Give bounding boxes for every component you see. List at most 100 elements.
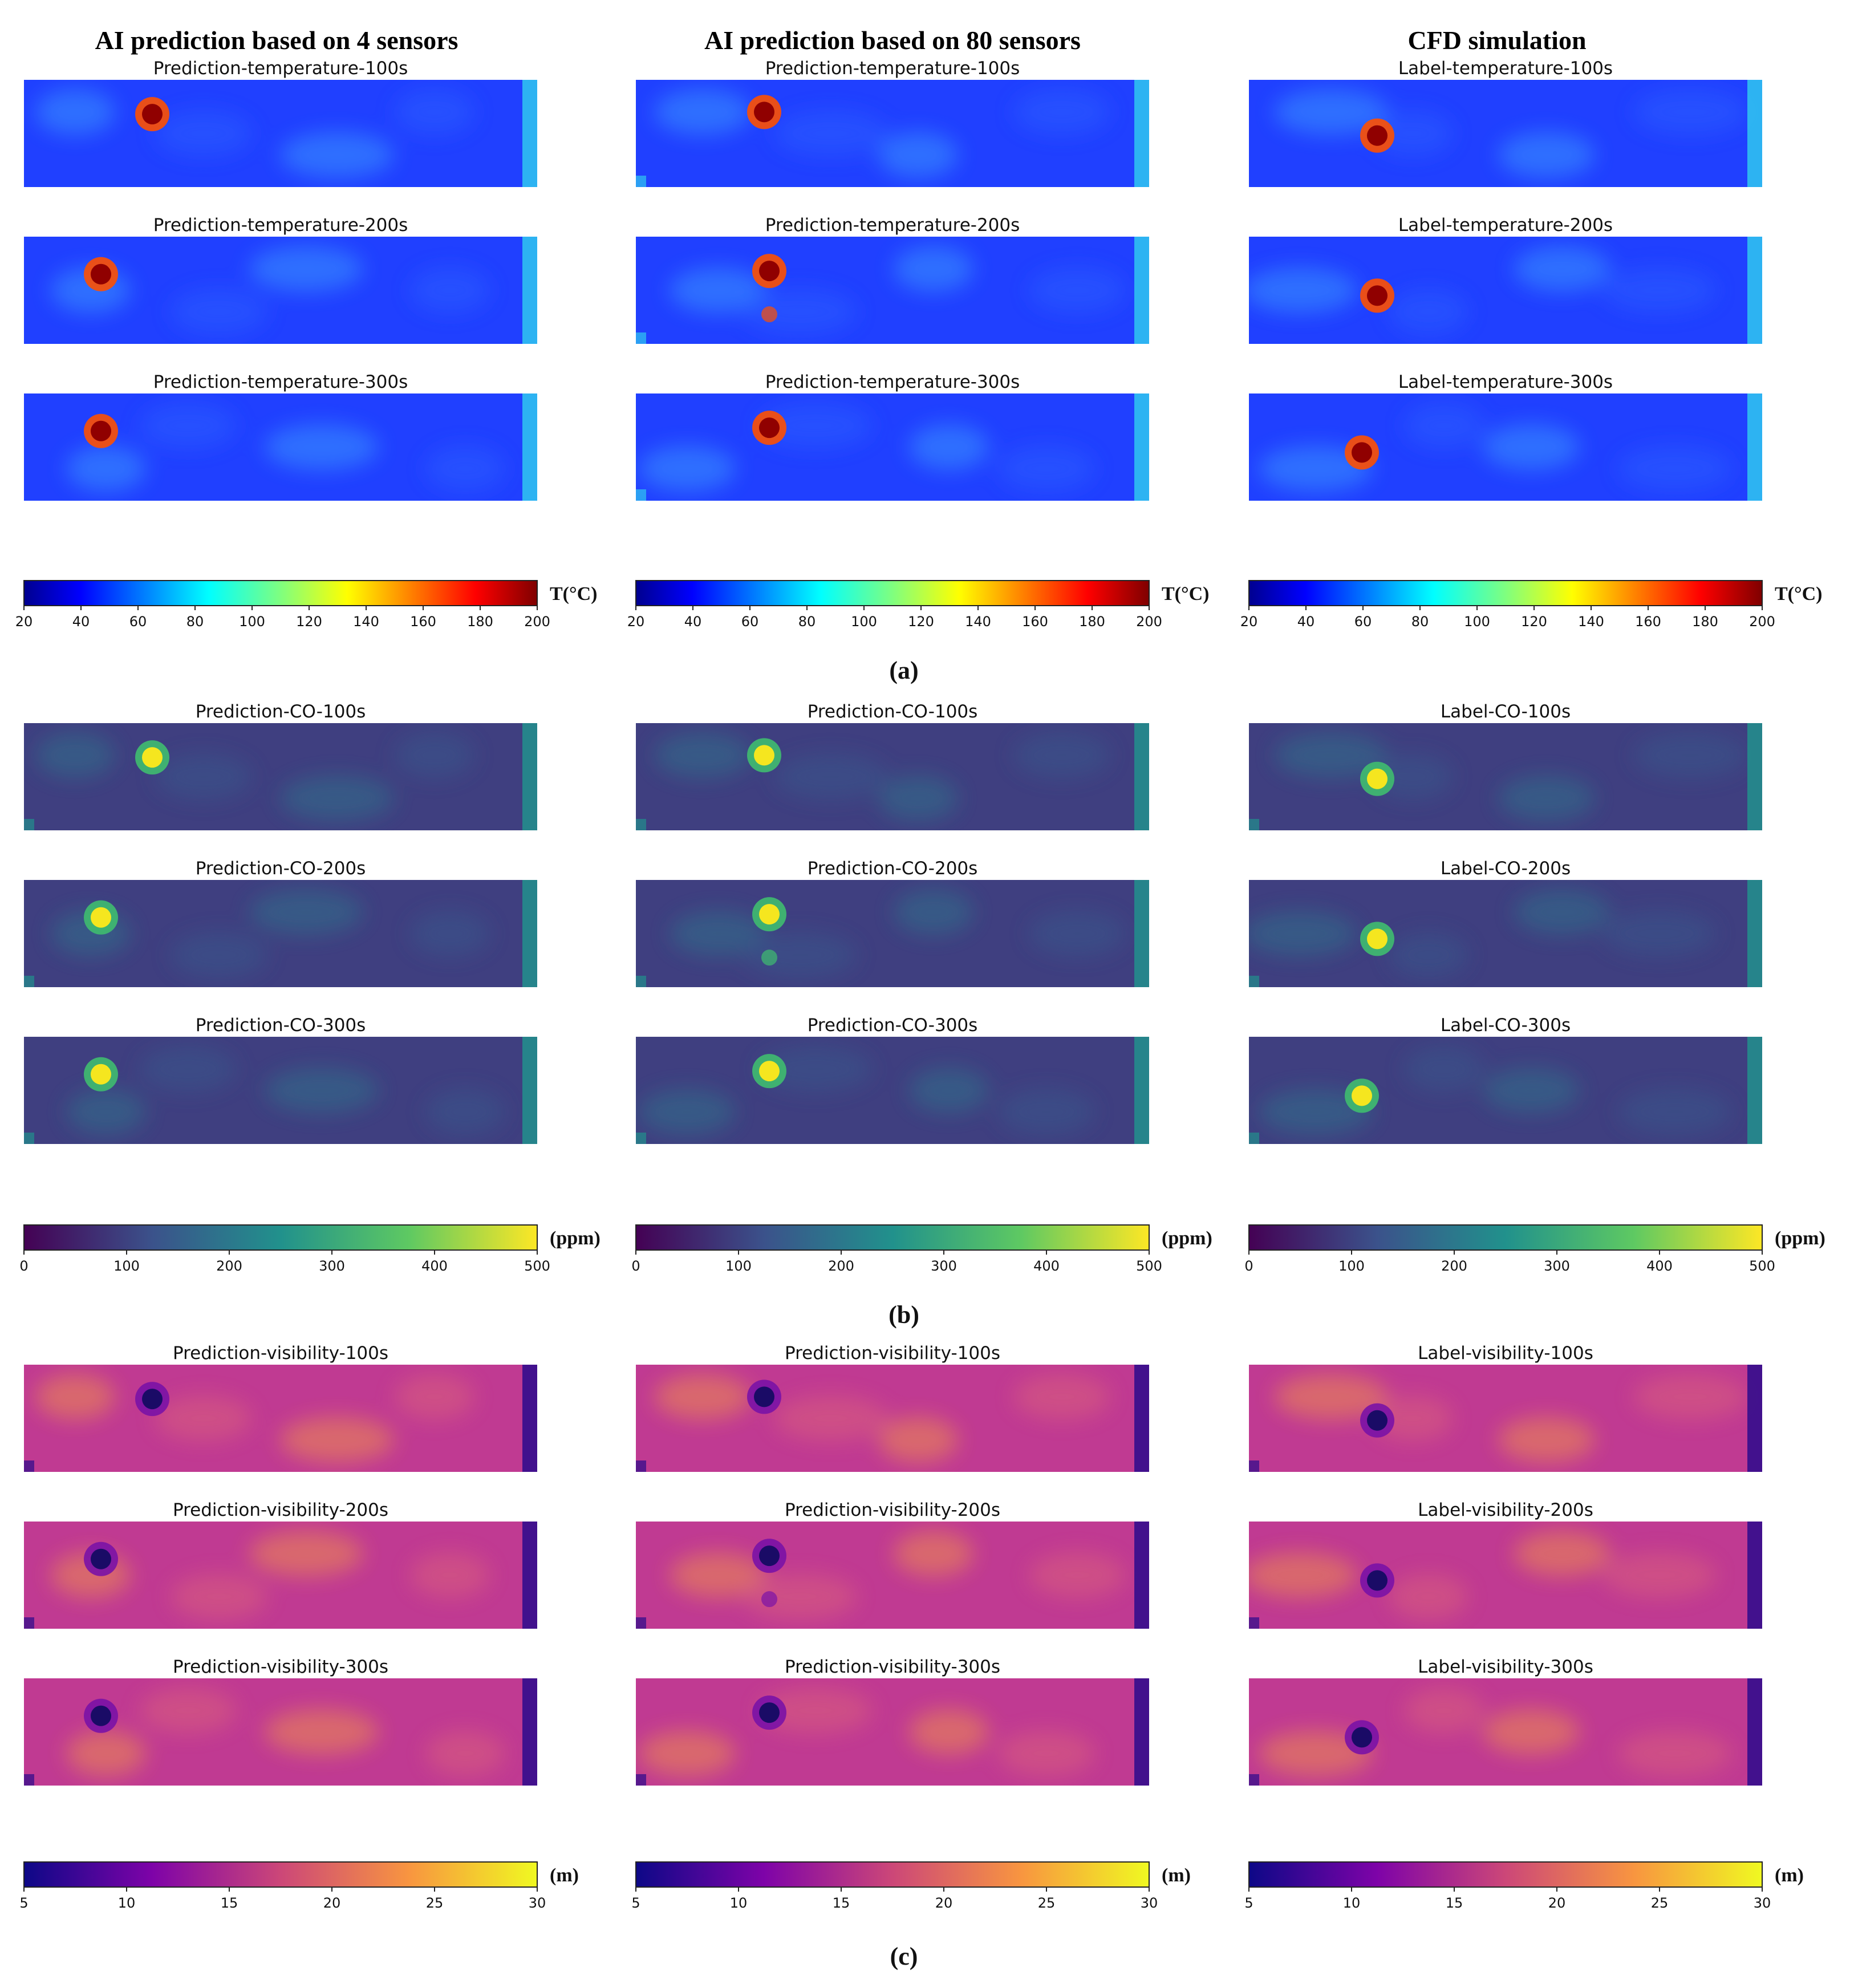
colorbar-tick-label: 40 xyxy=(684,614,702,630)
heatmap-region xyxy=(66,1089,146,1135)
heatmap-edge-strip xyxy=(1134,237,1149,344)
heatmap-region xyxy=(1013,89,1110,135)
section-label: (a) xyxy=(889,656,918,684)
colorbar-tick-label: 400 xyxy=(421,1258,448,1274)
heatmap-region xyxy=(410,911,490,956)
heatmap-region xyxy=(395,89,474,135)
colorbar: 5 10 15 20 25 30(m) xyxy=(19,1861,579,1911)
colorbar-tick-label: 60 xyxy=(1354,614,1372,630)
heatmap-hotspot xyxy=(1352,1727,1372,1748)
heatmap-region xyxy=(670,911,766,956)
heatmap-edge-strip xyxy=(1134,723,1149,830)
heatmap-edge-strip xyxy=(1249,1617,1259,1629)
colorbar-tick-label: 160 xyxy=(1022,614,1048,630)
colorbar-tick-label: 200 xyxy=(1136,614,1162,630)
heatmap-region xyxy=(265,424,379,470)
heatmap-region xyxy=(1498,775,1595,821)
colorbar: 0 100 200 300 400 500(ppm) xyxy=(631,1224,1212,1274)
heatmap-region xyxy=(1602,1552,1717,1598)
heatmap-region xyxy=(909,1709,989,1755)
heatmap-panel xyxy=(24,237,537,344)
colorbar-tick-label: 120 xyxy=(908,614,934,630)
heatmap-edge-strip xyxy=(24,1133,34,1144)
colorbar-tick-label: 100 xyxy=(239,614,265,630)
colorbar-tick-label: 25 xyxy=(426,1895,444,1911)
colorbar-gradient xyxy=(23,1224,538,1251)
heatmap-edge-strip xyxy=(24,976,34,987)
heatmap-region xyxy=(140,1687,237,1734)
colorbar-tick-label: 40 xyxy=(1297,614,1315,630)
heatmap-edge-strip xyxy=(1249,1133,1259,1144)
heatmap-hotspot xyxy=(91,263,111,285)
colorbar-tick-label: 80 xyxy=(798,614,816,630)
heatmap-edge-strip xyxy=(24,1617,34,1629)
heatmap-region xyxy=(909,1068,989,1113)
heatmap-region xyxy=(1259,445,1373,492)
heatmap-panel-title: Label-temperature-100s xyxy=(1398,58,1613,79)
heatmap-region xyxy=(249,246,363,292)
heatmap-hotspot xyxy=(91,1705,111,1726)
heatmap-hotspot xyxy=(759,1702,780,1723)
heatmap-edge-strip xyxy=(636,1774,646,1786)
colorbar-tick-label: 400 xyxy=(1033,1258,1060,1274)
heatmap-panel-title: Label-temperature-200s xyxy=(1398,215,1613,236)
heatmap-panel-title: Label-CO-200s xyxy=(1441,858,1571,879)
heatmap-region xyxy=(410,267,490,313)
column-heading: AI prediction based on 80 sensors xyxy=(704,26,1081,55)
colorbar-tick-label: 0 xyxy=(19,1258,28,1274)
heatmap-panel xyxy=(636,237,1149,344)
heatmap-secondary-spot xyxy=(761,1591,777,1608)
heatmap-region xyxy=(1389,1573,1468,1620)
heatmap-panel xyxy=(1249,80,1762,187)
colorbar-gradient xyxy=(23,1861,538,1888)
heatmap-edge-strip xyxy=(1249,819,1259,830)
heatmap-panel-title: Prediction-visibility-300s xyxy=(785,1657,1000,1677)
heatmap-region xyxy=(1483,1709,1580,1755)
colorbar-tick-label: 5 xyxy=(19,1895,28,1911)
heatmap-panel-title: Prediction-visibility-200s xyxy=(785,1500,1000,1520)
heatmap-panel-title: Label-temperature-300s xyxy=(1398,372,1613,392)
heatmap-edge-strip xyxy=(636,819,646,830)
heatmap-region xyxy=(1029,911,1126,956)
heatmap-hotspot xyxy=(91,907,111,928)
heatmap-region xyxy=(280,132,394,178)
colorbar-tick-label: 25 xyxy=(1651,1895,1669,1911)
heatmap-region xyxy=(35,89,115,135)
heatmap-edge-strip xyxy=(522,1522,537,1629)
heatmap-edge-strip xyxy=(522,1678,537,1786)
heatmap-hotspot xyxy=(754,745,774,766)
colorbar-tick-label: 25 xyxy=(1038,1895,1056,1911)
heatmap-edge-strip xyxy=(522,80,537,187)
heatmap-panel xyxy=(636,1678,1149,1786)
heatmap-edge-strip xyxy=(636,489,646,501)
heatmap-region xyxy=(743,289,857,335)
heatmap-edge-strip xyxy=(522,1037,537,1144)
heatmap-region xyxy=(1483,424,1580,470)
heatmap-region xyxy=(1373,1395,1453,1441)
heatmap-region xyxy=(395,1374,474,1420)
colorbar-tick-label: 20 xyxy=(1548,1895,1566,1911)
heatmap-region xyxy=(1404,403,1484,449)
heatmap-region xyxy=(1498,1417,1595,1463)
heatmap-region xyxy=(171,1573,267,1620)
heatmap-region xyxy=(639,1730,736,1776)
heatmap-panel-title: Prediction-CO-300s xyxy=(196,1015,366,1036)
heatmap-hotspot xyxy=(142,104,163,125)
heatmap-hotspot xyxy=(142,747,163,768)
heatmap-panel xyxy=(636,1365,1149,1472)
heatmap-region xyxy=(998,445,1095,492)
heatmap-panel-title: Prediction-visibility-100s xyxy=(173,1343,388,1364)
colorbar-tick-label: 300 xyxy=(319,1258,345,1274)
colorbar-tick-label: 100 xyxy=(113,1258,140,1274)
colorbar-tick-label: 10 xyxy=(118,1895,136,1911)
colorbar-tick-label: 500 xyxy=(1749,1258,1775,1274)
heatmap-region xyxy=(654,89,751,135)
heatmap-region xyxy=(171,932,267,978)
colorbar-tick-label: 200 xyxy=(524,614,550,630)
heatmap-edge-strip xyxy=(1747,393,1762,501)
colorbar-tick-label: 20 xyxy=(15,614,33,630)
colorbar-tick-label: 500 xyxy=(1136,1258,1162,1274)
heatmap-region xyxy=(249,1531,363,1577)
colorbar-tick-label: 0 xyxy=(631,1258,640,1274)
heatmap-hotspot xyxy=(759,417,780,439)
